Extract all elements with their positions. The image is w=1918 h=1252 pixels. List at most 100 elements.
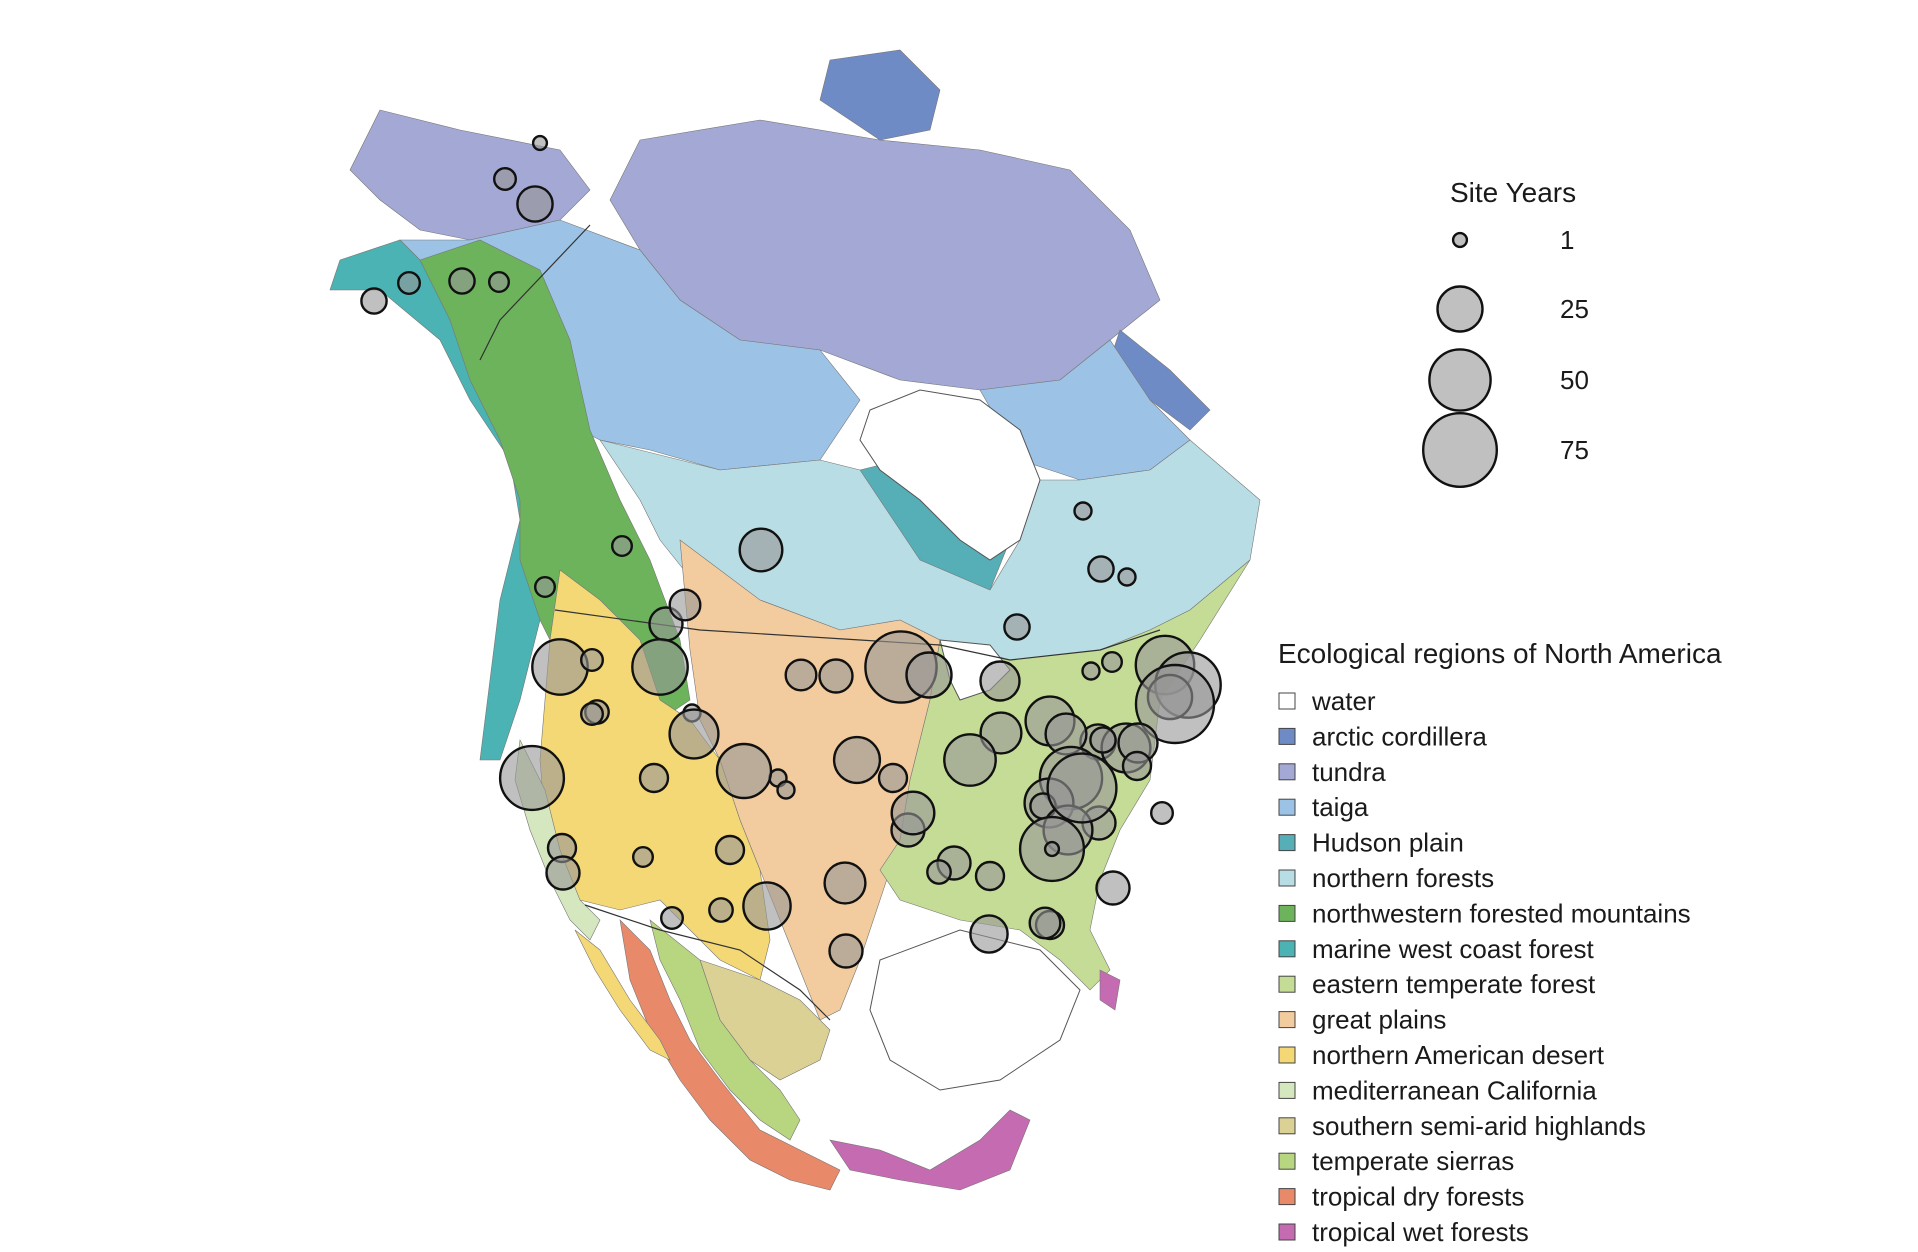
ecoregion-legend-swatch xyxy=(1278,727,1296,745)
site-years-legend-circle xyxy=(1428,348,1492,412)
site-marker xyxy=(979,660,1021,702)
ecoregion-legend-swatch xyxy=(1278,1117,1296,1135)
ecoregion-legend-swatch xyxy=(1278,940,1296,958)
ecoregion-legend-swatch xyxy=(1278,904,1296,922)
ecoregion-legend-entry: tropical dry forests xyxy=(1278,1182,1524,1212)
ecoregion-legend-swatch xyxy=(1278,1188,1296,1206)
ecoregion-legend-swatch xyxy=(1278,1223,1296,1241)
site-markers xyxy=(360,134,1222,969)
site-marker xyxy=(1043,840,1061,858)
site-marker xyxy=(708,897,734,923)
site-years-legend-entry: 25 xyxy=(1436,285,1589,333)
ecoregion-legend-swatch xyxy=(1278,1011,1296,1029)
site-marker xyxy=(1095,870,1131,906)
site-marker xyxy=(668,708,720,760)
ecoregion-legend-entry: water xyxy=(1278,686,1376,716)
site-marker xyxy=(943,733,997,787)
site-years-legend-label: 25 xyxy=(1560,294,1589,324)
region-temperate-sierras xyxy=(649,919,801,1141)
ecoregion-legend-entry: great plains xyxy=(1278,1005,1446,1035)
site-marker xyxy=(832,735,882,785)
ecoregion-legend-entry: southern semi-arid highlands xyxy=(1278,1111,1646,1141)
ecoregion-legend-label: northern forests xyxy=(1312,863,1494,893)
region-baja xyxy=(574,929,671,1061)
country-borders xyxy=(479,224,1161,1021)
ecoregion-legend-label: tundra xyxy=(1312,757,1386,787)
site-years-legend-label: 50 xyxy=(1560,365,1589,395)
site-years-legend-entry: 1 xyxy=(1451,225,1574,255)
region-tundra-alaska xyxy=(349,109,591,241)
site-marker xyxy=(1149,801,1174,826)
site-marker xyxy=(1003,613,1031,641)
site-years-legend: Site Years 1 25 50 75 xyxy=(1421,177,1589,489)
ecoregion-legend-title: Ecological regions of North America xyxy=(1278,638,1722,669)
ecoregion-legend-label: water xyxy=(1311,686,1376,716)
site-marker xyxy=(488,271,511,294)
site-years-legend-title: Site Years xyxy=(1450,177,1576,208)
site-marker xyxy=(660,906,685,931)
site-marker xyxy=(926,859,952,885)
ecoregion-legend-entry: marine west coast forest xyxy=(1278,934,1595,964)
site-marker xyxy=(877,762,909,794)
ecoregion-legend-swatch xyxy=(1278,692,1296,710)
ecoregion-legend-swatch xyxy=(1278,1081,1296,1099)
site-years-legend-label: 75 xyxy=(1560,435,1589,465)
site-marker xyxy=(580,702,605,727)
ecoregion-legend-entry: tundra xyxy=(1278,757,1386,787)
ecoregion-shapes xyxy=(329,49,1261,1191)
site-marker xyxy=(632,846,655,869)
site-years-legend-circle xyxy=(1436,285,1484,333)
site-marker xyxy=(1089,726,1117,754)
site-years-legend-circle xyxy=(1421,412,1498,489)
site-marker xyxy=(1134,663,1216,745)
border-alaska-canada xyxy=(479,224,591,361)
ecoregion-legend-entry: Hudson plain xyxy=(1278,828,1464,858)
site-marker xyxy=(776,780,796,800)
hudson-bay xyxy=(859,389,1041,561)
site-marker xyxy=(534,576,557,599)
site-years-legend-entry: 50 xyxy=(1428,348,1589,412)
site-marker xyxy=(890,790,936,836)
site-marker xyxy=(631,638,689,696)
site-marker xyxy=(823,861,867,905)
site-marker xyxy=(1087,555,1115,583)
ecoregion-legend-swatch xyxy=(1278,1046,1296,1064)
ecoregion-legend-label: arctic cordillera xyxy=(1312,721,1487,751)
ecoregion-legend-swatch xyxy=(1278,834,1296,852)
gulf-of-mexico xyxy=(869,929,1081,1091)
ecoregion-legend: Ecological regions of North America wate… xyxy=(1278,638,1722,1247)
ecoregion-legend-swatch xyxy=(1278,869,1296,887)
site-marker xyxy=(828,933,864,969)
site-marker xyxy=(1046,752,1118,824)
site-marker xyxy=(493,166,518,191)
site-marker xyxy=(531,638,589,696)
site-marker xyxy=(611,535,634,558)
site-marker xyxy=(715,742,773,800)
site-marker xyxy=(545,855,581,891)
ecoregion-legend-label: tropical wet forests xyxy=(1312,1217,1529,1247)
region-tropical-wet-mexico xyxy=(829,1109,1031,1191)
site-marker xyxy=(1073,501,1093,521)
ecoregion-legend-entry: temperate sierras xyxy=(1278,1146,1514,1176)
site-marker xyxy=(738,527,784,573)
water-bodies xyxy=(859,389,1081,1091)
site-marker xyxy=(580,648,605,673)
site-marker xyxy=(1121,750,1153,782)
site-marker xyxy=(818,658,854,694)
site-marker xyxy=(969,914,1009,954)
ecoregion-legend-label: taiga xyxy=(1312,792,1369,822)
site-marker xyxy=(714,834,746,866)
site-marker xyxy=(498,744,566,812)
site-marker xyxy=(1117,567,1137,587)
site-marker xyxy=(397,271,422,296)
ecoregion-legend-entry: northern American desert xyxy=(1278,1040,1605,1070)
site-marker xyxy=(905,651,953,699)
ecoregion-legend-label: temperate sierras xyxy=(1312,1146,1514,1176)
ecoregion-legend-label: tropical dry forests xyxy=(1312,1182,1524,1212)
ecoregion-legend-entry: mediterranean California xyxy=(1278,1075,1597,1105)
site-marker xyxy=(1028,906,1062,940)
site-years-legend-label: 1 xyxy=(1560,225,1574,255)
site-marker xyxy=(638,762,670,794)
ecoregion-legend-swatch xyxy=(1278,975,1296,993)
